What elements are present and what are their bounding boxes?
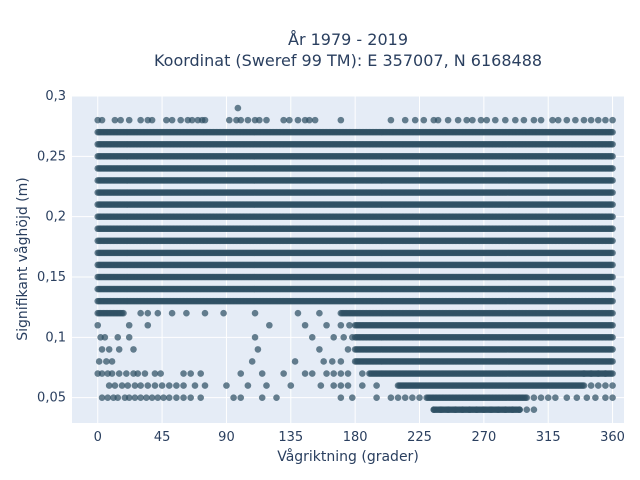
band-point [609,225,616,233]
band-point [609,249,616,257]
band-point [609,189,616,196]
band-point [609,153,616,160]
band-point [609,140,616,148]
band-point [609,273,616,281]
band-point [609,177,616,184]
band-point [609,213,616,220]
band-point [609,261,616,269]
band-point [609,201,616,208]
plot-area [72,96,624,423]
data-points [94,104,616,414]
chart-title-line2: Koordinat (Sweref 99 TM): E 357007, N 61… [154,51,542,70]
band-point [609,237,616,245]
chart-title-line1: År 1979 - 2019 [288,30,408,49]
band-point [609,285,616,293]
band-point [609,165,616,172]
